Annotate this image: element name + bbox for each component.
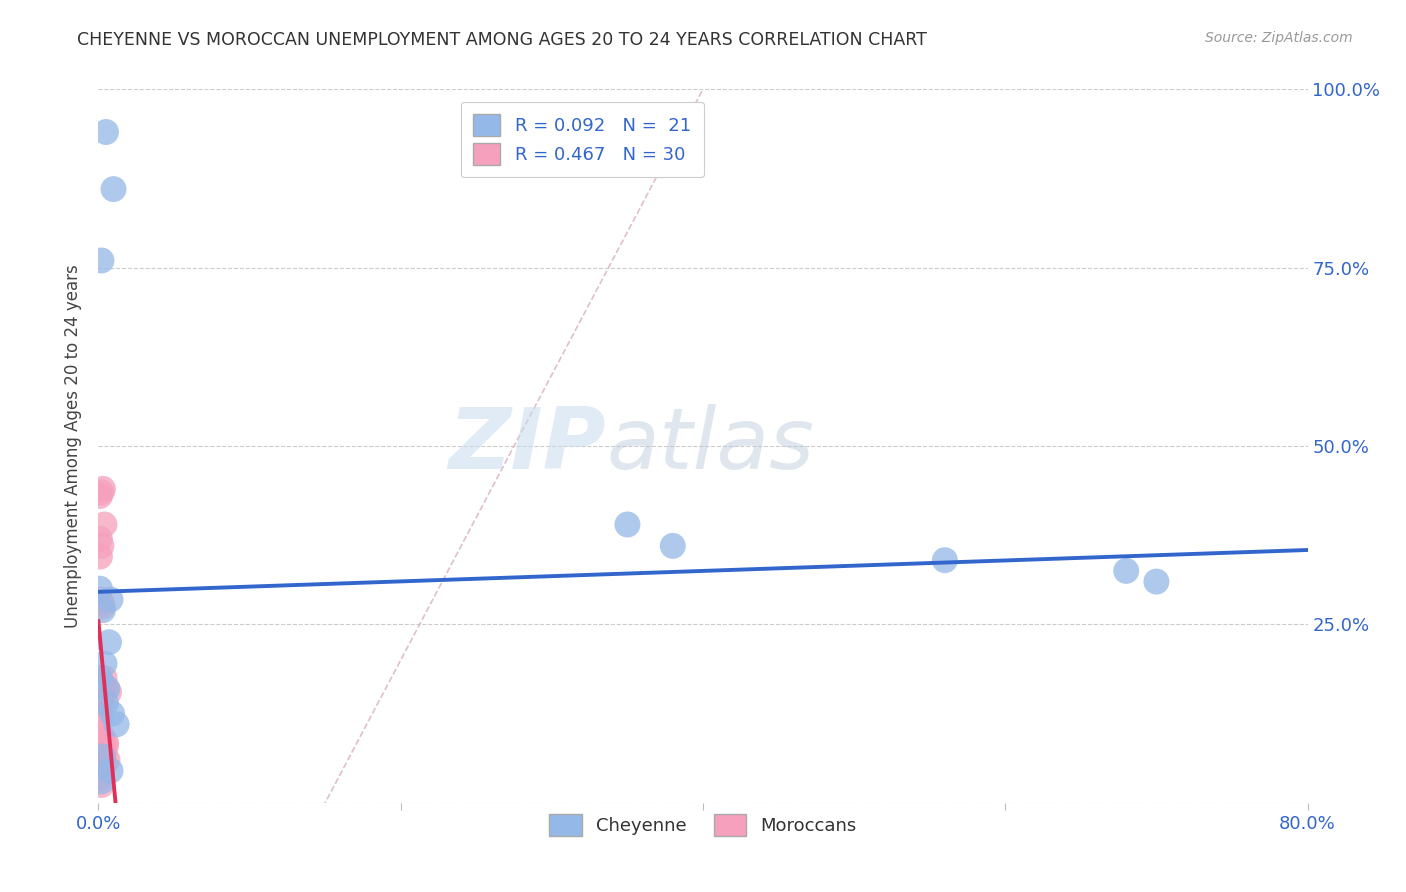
Point xyxy=(1115,564,1137,578)
Point xyxy=(94,739,117,753)
Point xyxy=(93,517,115,532)
Point xyxy=(98,685,121,699)
Point xyxy=(105,717,128,731)
Point xyxy=(93,671,115,685)
Point xyxy=(89,671,111,685)
Point xyxy=(93,756,115,771)
Point xyxy=(90,774,112,789)
Point xyxy=(93,657,115,671)
Point xyxy=(89,582,111,596)
Point xyxy=(91,678,114,692)
Text: Source: ZipAtlas.com: Source: ZipAtlas.com xyxy=(1205,31,1353,45)
Point xyxy=(89,532,111,546)
Point xyxy=(90,253,112,268)
Point xyxy=(934,553,956,567)
Point xyxy=(661,539,683,553)
Point xyxy=(90,539,112,553)
Text: ZIP: ZIP xyxy=(449,404,606,488)
Point xyxy=(94,125,117,139)
Point xyxy=(89,689,111,703)
Y-axis label: Unemployment Among Ages 20 to 24 years: Unemployment Among Ages 20 to 24 years xyxy=(65,264,83,628)
Point xyxy=(90,728,112,742)
Point xyxy=(90,674,112,689)
Point xyxy=(89,703,111,717)
Point xyxy=(93,746,115,760)
Point xyxy=(90,485,112,500)
Point xyxy=(98,635,121,649)
Point xyxy=(91,731,114,746)
Point xyxy=(89,549,111,564)
Point xyxy=(616,517,638,532)
Text: atlas: atlas xyxy=(606,404,814,488)
Point xyxy=(91,482,114,496)
Point xyxy=(89,592,111,607)
Point xyxy=(89,692,111,706)
Legend: Cheyenne, Moroccans: Cheyenne, Moroccans xyxy=(534,800,872,851)
Point xyxy=(91,742,114,756)
Point xyxy=(90,778,112,792)
Point xyxy=(89,710,111,724)
Point xyxy=(100,592,122,607)
Point xyxy=(94,735,117,749)
Point xyxy=(96,681,118,696)
Point xyxy=(100,764,122,778)
Point xyxy=(90,596,112,610)
Text: CHEYENNE VS MOROCCAN UNEMPLOYMENT AMONG AGES 20 TO 24 YEARS CORRELATION CHART: CHEYENNE VS MOROCCAN UNEMPLOYMENT AMONG … xyxy=(77,31,927,49)
Point xyxy=(91,603,114,617)
Point xyxy=(94,681,117,696)
Point xyxy=(91,599,114,614)
Point xyxy=(89,771,111,785)
Point xyxy=(101,706,124,721)
Point xyxy=(1144,574,1167,589)
Point xyxy=(91,749,114,764)
Point xyxy=(89,489,111,503)
Point xyxy=(90,696,112,710)
Point xyxy=(103,182,125,196)
Point xyxy=(94,696,117,710)
Point xyxy=(96,753,118,767)
